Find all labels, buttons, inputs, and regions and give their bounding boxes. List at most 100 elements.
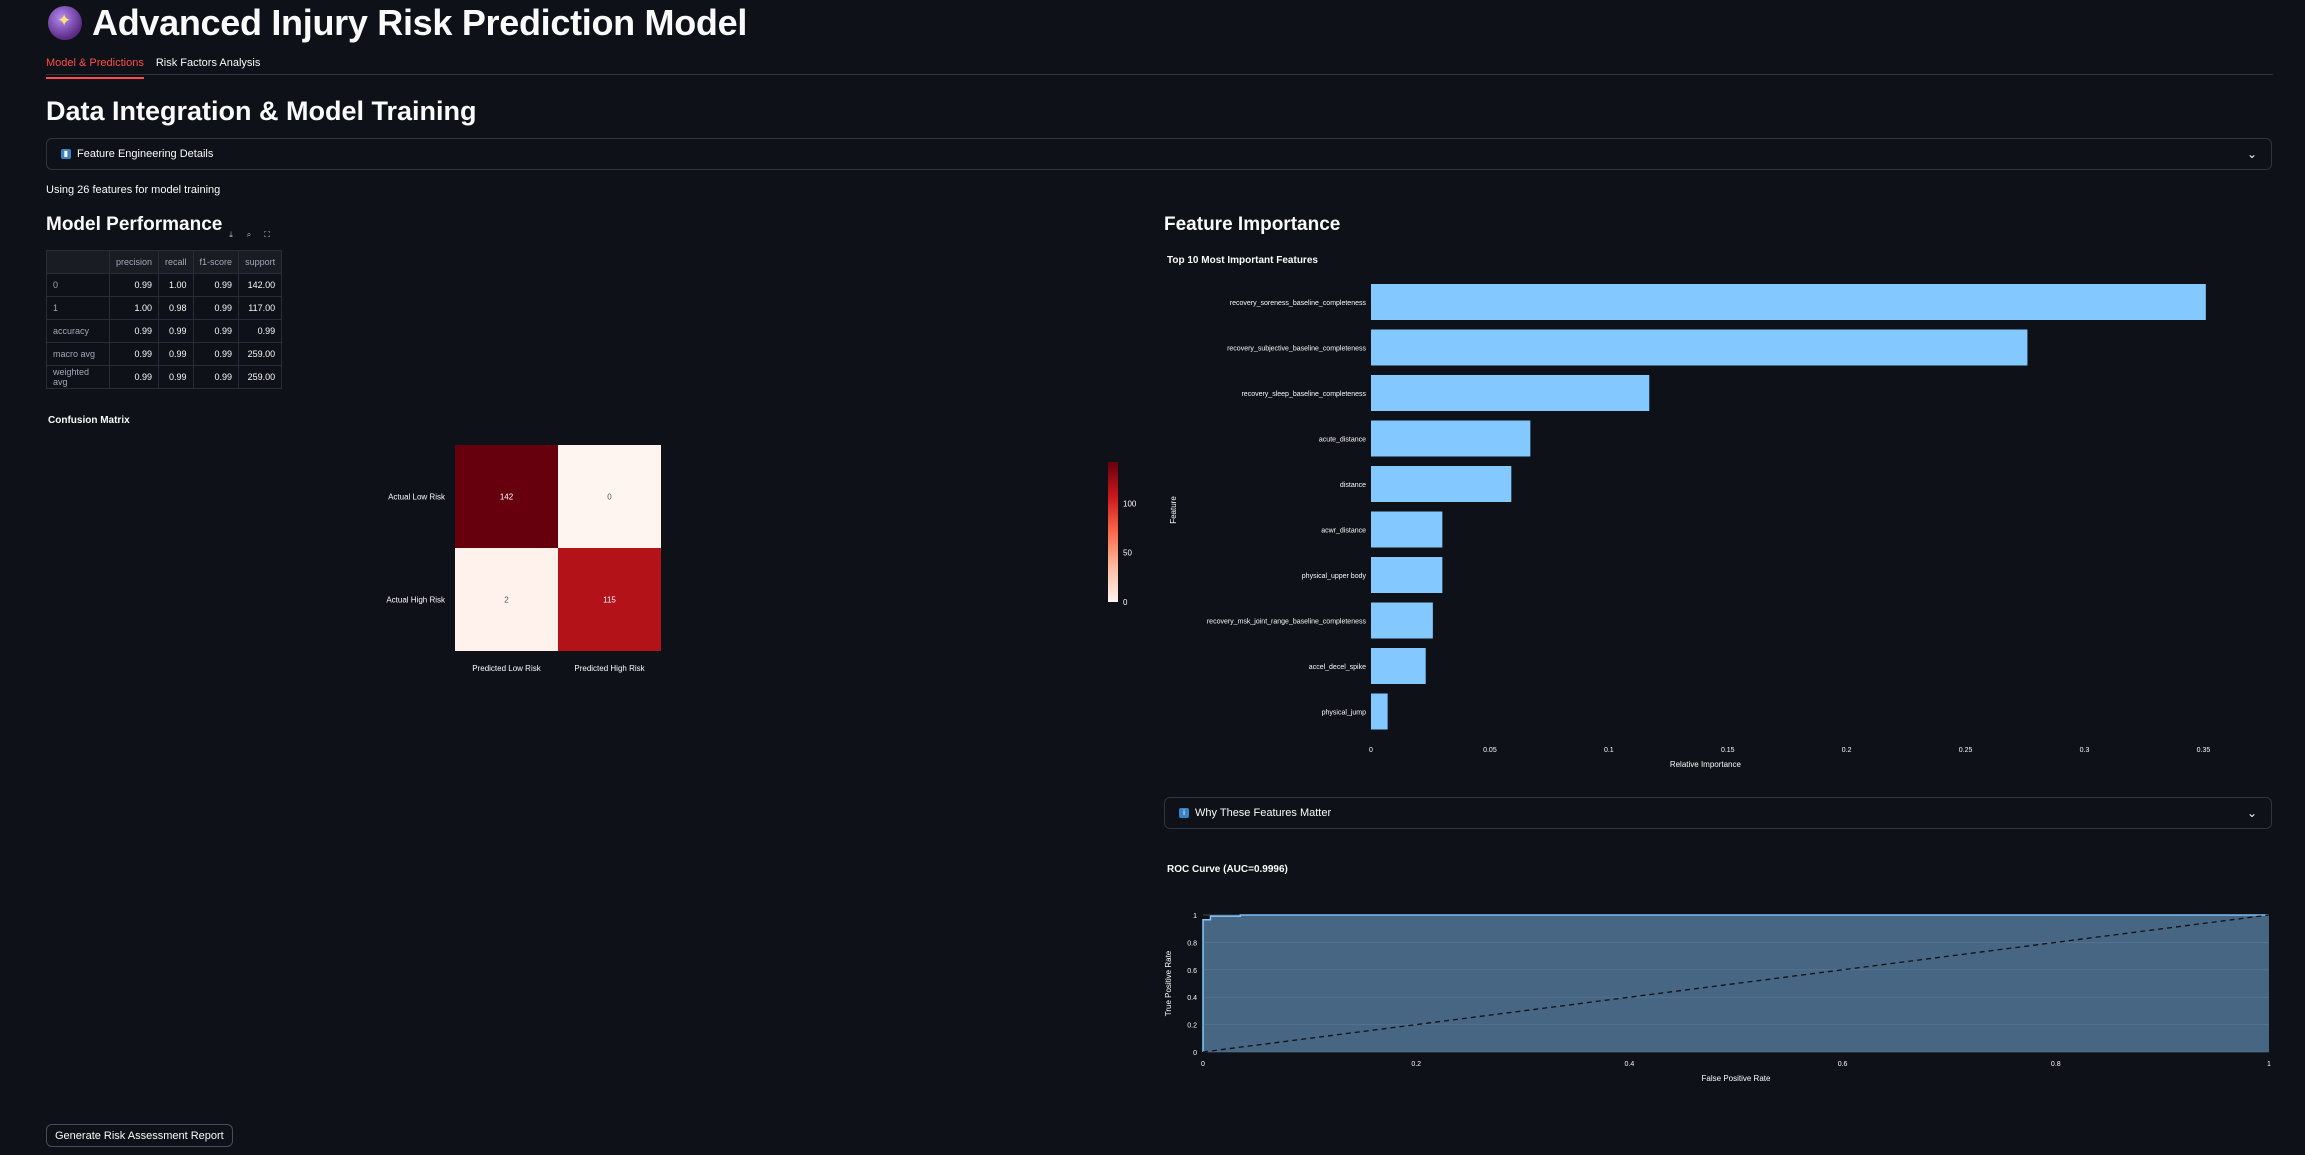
- x-tick-label: 0.05: [1483, 747, 1497, 754]
- feature-importance-chart: recovery_soreness_baseline_completenessr…: [1169, 284, 2211, 769]
- table-cell: 0.99: [238, 319, 283, 343]
- x-tick-label: 0.35: [2197, 747, 2211, 754]
- column-label: Predicted Low Risk: [472, 664, 541, 673]
- info-icon: i: [1179, 808, 1189, 818]
- table-cell: 0.99: [192, 296, 240, 320]
- x-tick-label: 0.8: [2051, 1061, 2061, 1068]
- heatmap-cell: [455, 548, 558, 651]
- bar: [1371, 329, 2028, 366]
- table-row: accuracy 0.99 0.99 0.99 0.99: [46, 319, 283, 343]
- category-label: physical_upper body: [1302, 573, 1367, 580]
- y-axis-label: Feature: [1169, 496, 1178, 524]
- table-cell: 0.99: [158, 342, 194, 366]
- roc-curve-chart: 0 0.2 0.4 0.6 0.8 1 0 0.2 0.4 0.6 0.8 1 False Positi…: [1164, 913, 2271, 1083]
- cell-value-label: 0: [607, 493, 612, 502]
- feature-engineering-expander[interactable]: ▮ Feature Engineering Details ⌄: [46, 138, 2272, 170]
- x-tick-label: 0: [1369, 747, 1373, 754]
- x-tick-label: 0.4: [1625, 1061, 1635, 1068]
- features-caption: Using 26 features for model training: [46, 184, 221, 196]
- colorbar: [1108, 462, 1118, 602]
- table-cell: 142.00: [238, 273, 283, 297]
- category-label: physical_jump: [1322, 710, 1366, 717]
- category-label: distance: [1340, 482, 1366, 489]
- y-tick-label: 0: [1193, 1050, 1197, 1057]
- bar: [1371, 693, 1388, 730]
- cell-value-label: 115: [603, 596, 616, 605]
- table-cell: 1.00: [158, 273, 194, 297]
- bar: [1371, 511, 1443, 548]
- performance-table[interactable]: precision recall f1-score support 0 0.99…: [46, 250, 283, 389]
- x-tick-label: 0.3: [2080, 747, 2090, 754]
- cell-value-label: 142: [500, 493, 514, 502]
- table-cell: 117.00: [238, 296, 283, 320]
- table-cell: 0.99: [192, 342, 240, 366]
- chevron-down-icon: ⌄: [2246, 806, 2257, 820]
- roc-area: [1203, 915, 2269, 1052]
- why-features-expander[interactable]: i Why These Features Matter ⌄: [1164, 797, 2272, 829]
- tab-model-predictions[interactable]: Model & Predictions: [46, 56, 144, 79]
- table-cell: 0.99: [158, 365, 194, 389]
- table-cell: 0.99: [108, 273, 160, 297]
- category-label: recovery_soreness_baseline_completeness: [1230, 300, 1367, 307]
- table-cell: 0.99: [192, 365, 240, 389]
- fi-chart-title: Top 10 Most Important Features: [1167, 255, 1318, 266]
- x-tick-label: 0.1: [1604, 747, 1614, 754]
- download-icon[interactable]: ⤓: [229, 230, 233, 239]
- fullscreen-icon[interactable]: ⛶: [264, 230, 270, 239]
- y-tick-label: 0.2: [1187, 1023, 1197, 1030]
- chart-icon: ▮: [61, 149, 71, 159]
- feature-importance-title: Feature Importance: [1164, 214, 1341, 235]
- generate-report-button[interactable]: Generate Risk Assessment Report: [46, 1124, 233, 1147]
- row-label: weighted avg: [46, 365, 110, 389]
- performance-table-wrap: precision recall f1-score support 0 0.99…: [46, 250, 283, 389]
- category-label: acwr_distance: [1321, 528, 1366, 535]
- category-label: acute_distance: [1319, 437, 1366, 444]
- row-label: Actual High Risk: [386, 596, 446, 605]
- table-cell: 0.99: [158, 319, 194, 343]
- x-tick-label: 0.2: [1411, 1061, 1421, 1068]
- bar: [1371, 648, 1426, 684]
- table-row: macro avg 0.99 0.99 0.99 259.00: [46, 342, 283, 366]
- heatmap-cell: [558, 445, 661, 548]
- x-tick-label: 1: [2267, 1061, 2271, 1068]
- table-header: support: [238, 250, 283, 274]
- table-cell: 0.99: [108, 319, 160, 343]
- bar: [1371, 602, 1433, 639]
- tab-bar: Model & Predictions Risk Factors Analysi…: [46, 56, 260, 79]
- x-tick-label: 0.15: [1721, 747, 1735, 754]
- bar: [1371, 284, 2206, 320]
- app-title: Advanced Injury Risk Prediction Model: [92, 2, 748, 43]
- confusion-matrix-title: Confusion Matrix: [48, 415, 130, 426]
- table-cell: 0.98: [158, 296, 194, 320]
- table-cell: 0.99: [108, 342, 160, 366]
- diagonal-reference-line: [1202, 914, 2270, 1053]
- table-toolbar: ⤓ ⌕ ⛶: [225, 229, 273, 241]
- category-label: recovery_sleep_baseline_completeness: [1241, 391, 1366, 398]
- table-header: precision: [108, 250, 160, 274]
- section-title: Data Integration & Model Training: [46, 96, 477, 126]
- colorbar-tick-label: 100: [1123, 499, 1137, 508]
- table-cell: 259.00: [238, 342, 283, 366]
- heatmap-cell: [455, 445, 558, 548]
- expander-label: Why These Features Matter: [1195, 807, 1332, 819]
- y-tick-label: 0.4: [1187, 995, 1197, 1002]
- x-axis-label: False Positive Rate: [1702, 1074, 1771, 1083]
- cell-value-label: 2: [504, 596, 509, 605]
- table-cell: 1.00: [108, 296, 160, 320]
- tab-divider: [46, 74, 2273, 75]
- tab-risk-factors-analysis[interactable]: Risk Factors Analysis: [155, 57, 261, 69]
- colorbar-tick-label: 50: [1123, 549, 1132, 558]
- x-tick-label: 0.2: [1842, 747, 1852, 754]
- row-label: macro avg: [46, 342, 110, 366]
- table-row: 1 1.00 0.98 0.99 117.00: [46, 296, 283, 320]
- x-axis-label: Relative Importance: [1670, 760, 1742, 769]
- x-tick-label: 0.6: [1838, 1061, 1848, 1068]
- y-tick-label: 0.8: [1187, 940, 1197, 947]
- category-label: accel_decel_spike: [1309, 664, 1366, 671]
- table-header: [46, 250, 110, 274]
- table-header: f1-score: [192, 250, 240, 274]
- search-icon[interactable]: ⌕: [246, 230, 252, 239]
- row-label: Actual Low Risk: [388, 493, 446, 502]
- bar: [1371, 466, 1512, 502]
- model-performance-title: Model Performance: [46, 214, 223, 235]
